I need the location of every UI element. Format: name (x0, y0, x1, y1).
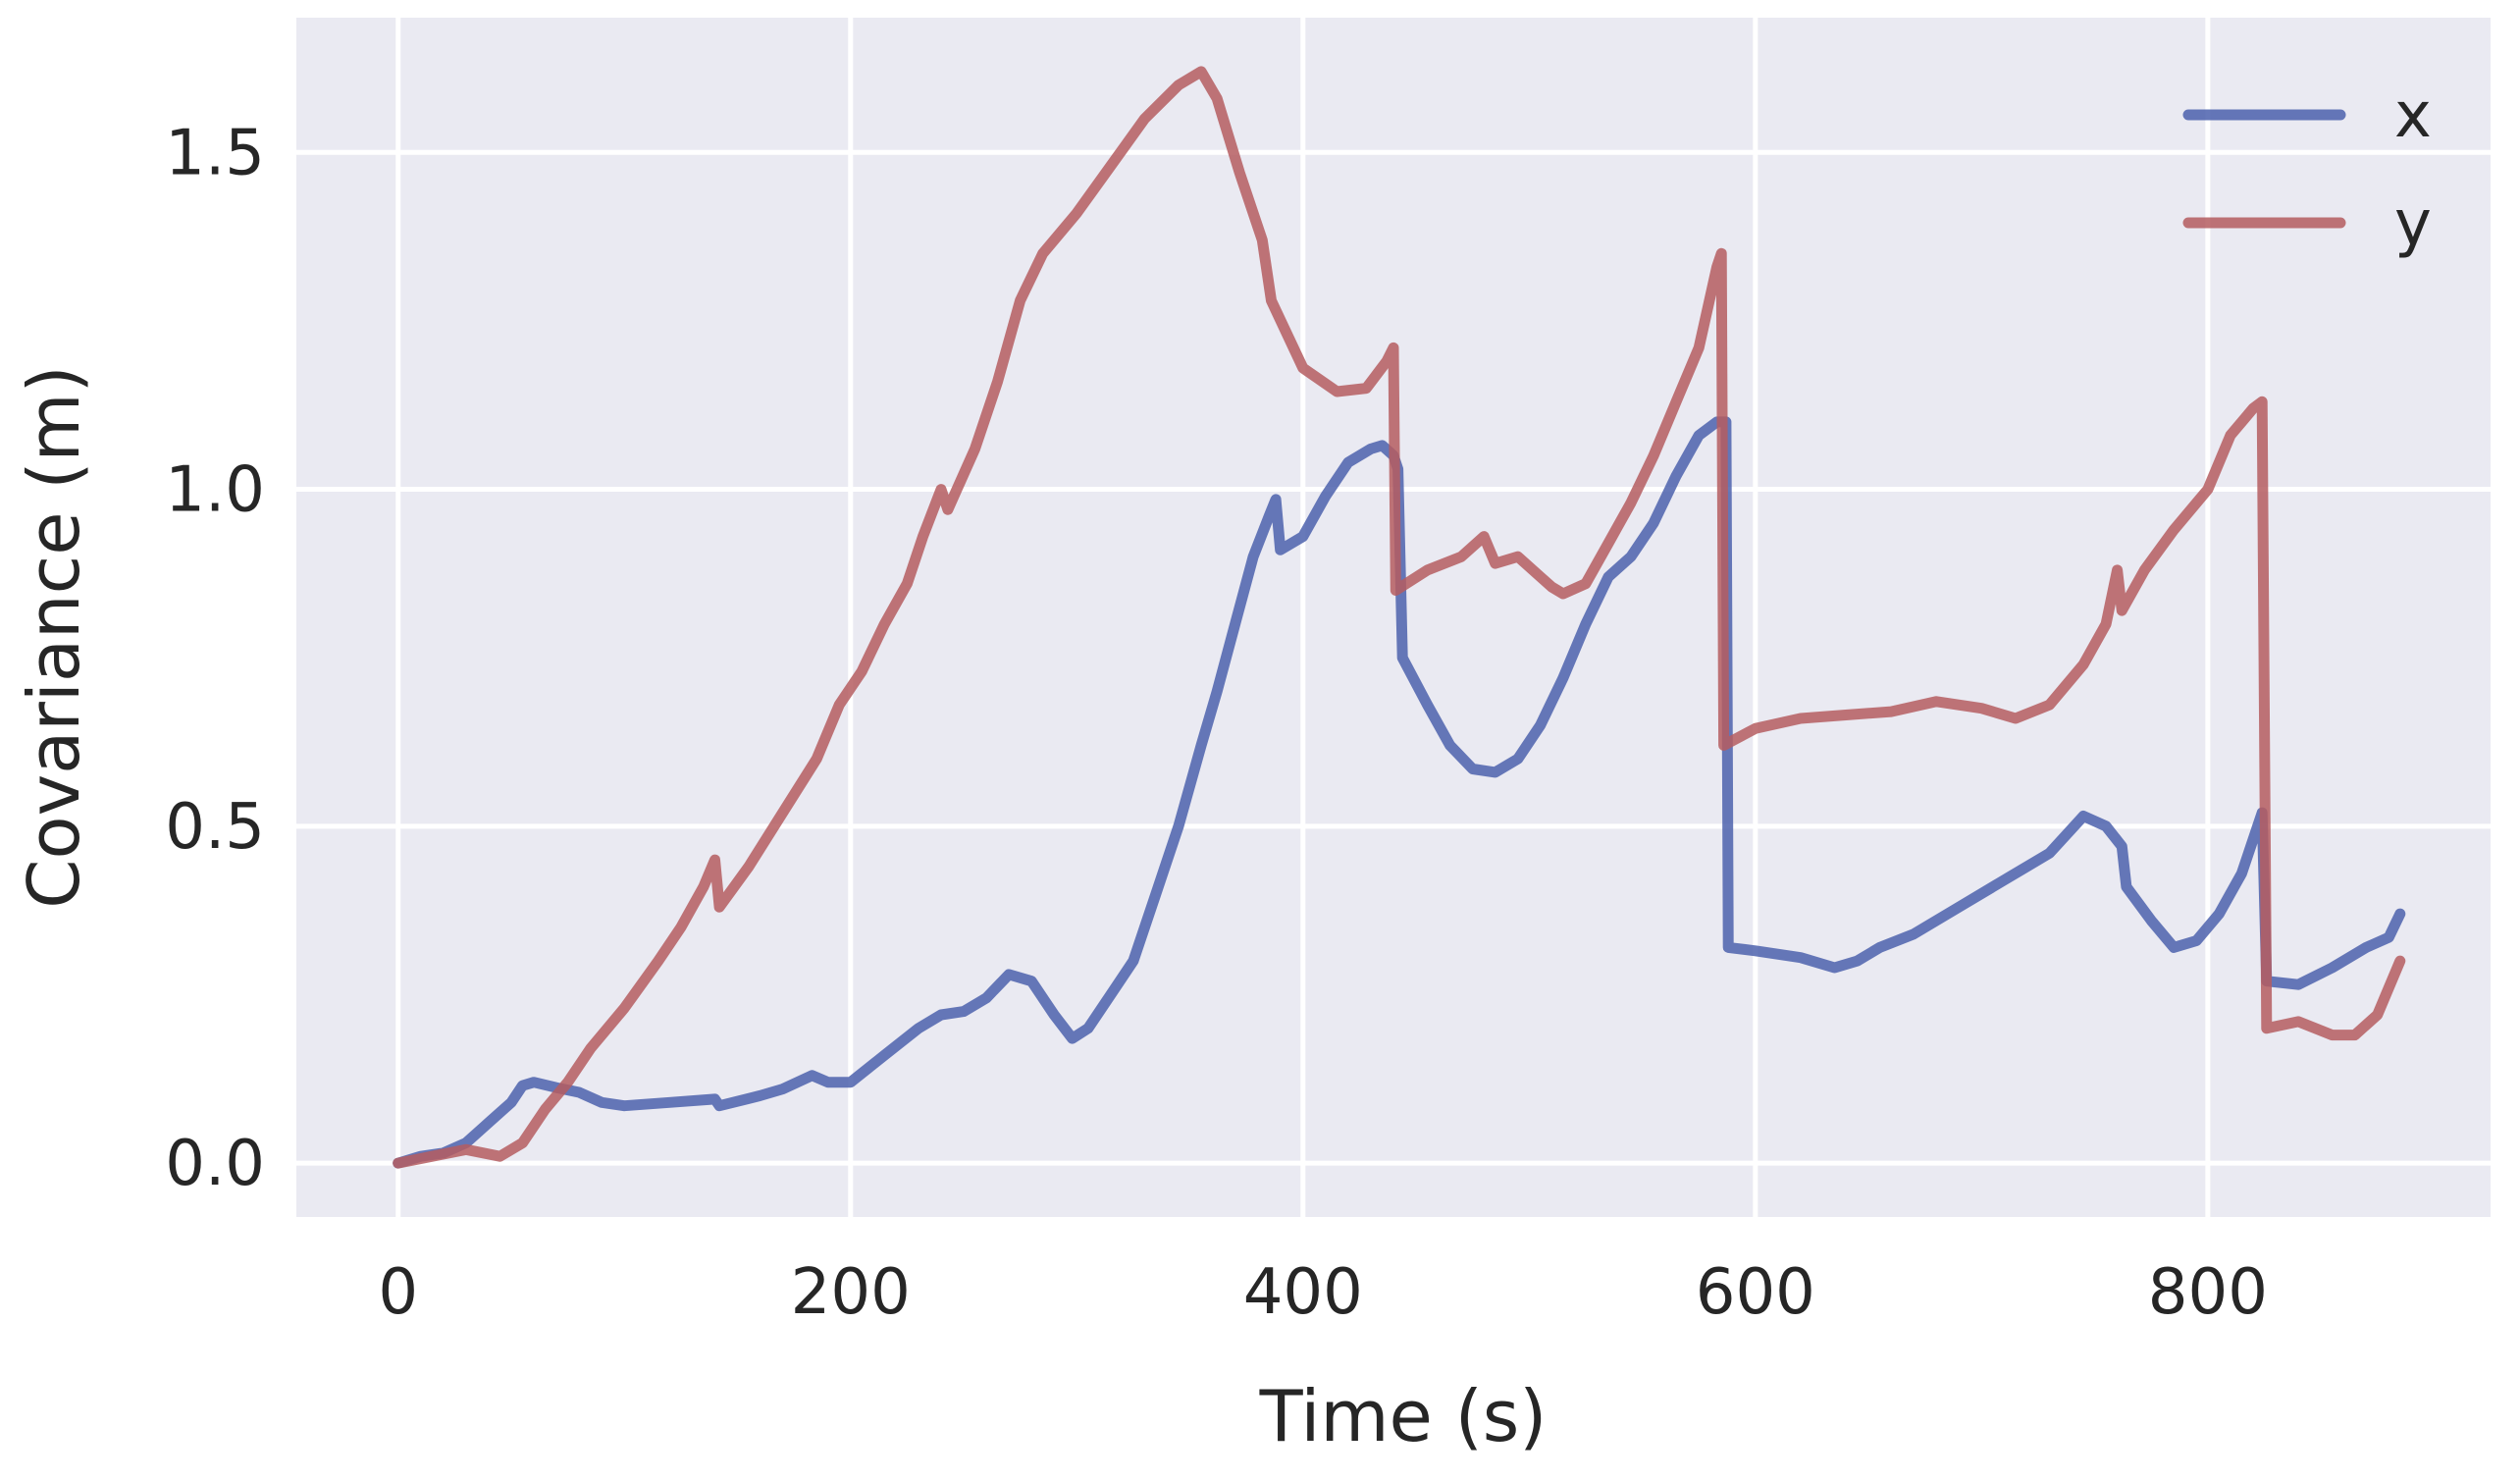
y-axis-label: Covariance (m) (13, 365, 95, 909)
y-tick-label: 0.0 (165, 1128, 265, 1200)
legend: xy (2182, 79, 2432, 260)
legend-label-x: x (2394, 79, 2432, 152)
y-tick-label: 1.5 (165, 117, 265, 189)
y-tick-label: 0.5 (165, 791, 265, 864)
x-tick-label: 600 (1696, 1256, 1815, 1329)
series-lines (393, 66, 2406, 1169)
x-tick-label: 200 (791, 1256, 911, 1329)
series-line-y (393, 66, 2406, 1169)
grid (296, 18, 2491, 1217)
y-tick-labels: 0.0 0.5 1.0 1.5 (165, 117, 265, 1200)
series-line-x (393, 416, 2406, 1169)
x-tick-label: 400 (1243, 1256, 1363, 1329)
legend-label-y: y (2394, 187, 2432, 260)
x-axis-label: Time (s) (1259, 1375, 1548, 1457)
x-tick-labels: 0 200 400 600 800 (378, 1256, 2268, 1329)
y-tick-label: 1.0 (165, 454, 265, 527)
plot-background (296, 18, 2491, 1217)
x-tick-label: 800 (2148, 1256, 2268, 1329)
x-tick-label: 0 (378, 1256, 418, 1329)
